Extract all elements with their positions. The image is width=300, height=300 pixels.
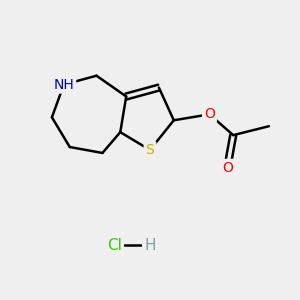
Text: S: S (146, 143, 154, 157)
Text: O: O (204, 107, 215, 121)
Text: H: H (144, 238, 156, 253)
Text: O: O (222, 161, 233, 175)
Text: NH: NH (53, 78, 74, 92)
Text: Cl: Cl (107, 238, 122, 253)
